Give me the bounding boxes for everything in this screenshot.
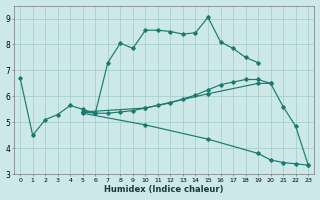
X-axis label: Humidex (Indice chaleur): Humidex (Indice chaleur) [104,185,224,194]
